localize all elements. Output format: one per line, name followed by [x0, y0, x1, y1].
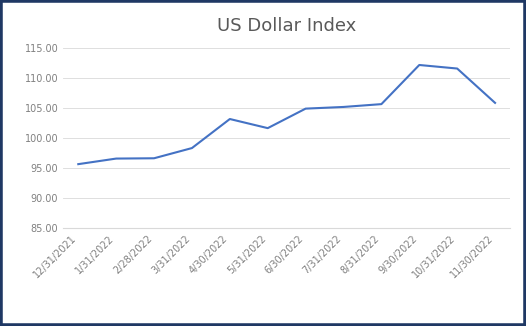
Title: US Dollar Index: US Dollar Index — [217, 17, 356, 35]
